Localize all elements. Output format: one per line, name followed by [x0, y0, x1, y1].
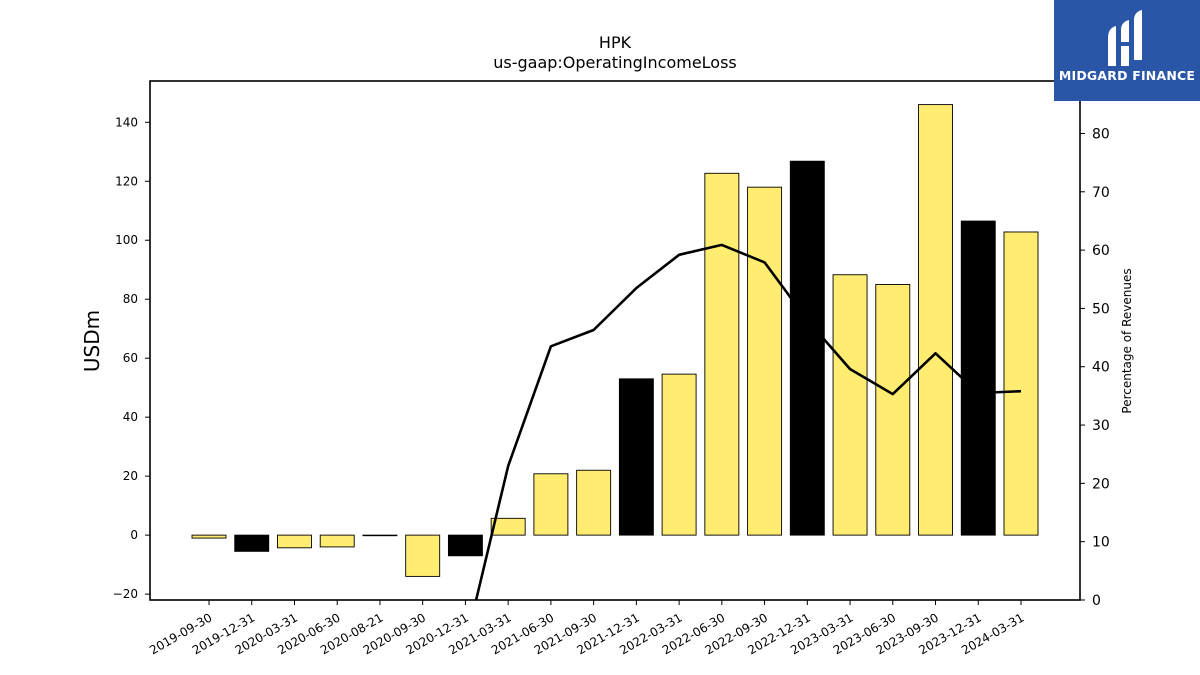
- bar-2020-06-30: [319, 534, 355, 548]
- bar-2024-03-31: [1003, 231, 1039, 536]
- bar-2019-09-30: [191, 534, 227, 539]
- bar-2022-12-31: [789, 160, 825, 536]
- right-tick-label: 20: [1092, 476, 1110, 492]
- chart-subtitle: us-gaap:OperatingIncomeLoss: [493, 53, 737, 72]
- right-tick-label: 70: [1092, 185, 1110, 201]
- right-tick-label: 50: [1092, 301, 1110, 317]
- percentage-line: [474, 243, 1022, 601]
- right-tick-label: 0: [1092, 593, 1101, 609]
- bar-2023-06-30: [875, 284, 911, 536]
- bars-group: [191, 104, 1039, 577]
- logo: MIDGARD FINANCE: [1054, 0, 1200, 101]
- left-tick-label: −20: [113, 587, 138, 601]
- chart-title: HPK: [599, 33, 632, 52]
- right-tick-label: 80: [1092, 126, 1110, 142]
- left-tick-label: 100: [115, 233, 138, 247]
- bar-2021-06-30: [533, 473, 569, 536]
- left-tick-label: 140: [115, 115, 138, 129]
- plot-frame: [149, 80, 1081, 601]
- bar-2023-03-31: [832, 274, 868, 536]
- bar-2021-12-31: [618, 378, 654, 536]
- bar-2022-09-30: [747, 186, 783, 536]
- logo-text: MIDGARD FINANCE: [1058, 68, 1196, 83]
- bar-2020-08-21: [362, 534, 398, 537]
- right-axis: 0 10 20 30 40 50 60 70 80: [1080, 126, 1110, 609]
- bar-2019-12-31: [234, 534, 270, 552]
- right-tick-label: 30: [1092, 418, 1110, 434]
- right-tick-label: 60: [1092, 243, 1110, 259]
- left-tick-label: 60: [123, 351, 138, 365]
- bar-2022-03-31: [661, 373, 697, 536]
- bar-2021-03-31: [490, 517, 526, 536]
- bar-2023-12-31: [960, 220, 996, 536]
- bar-2023-09-30: [918, 104, 953, 536]
- left-tick-label: 20: [123, 469, 138, 483]
- bar-2020-03-31: [277, 534, 312, 549]
- left-tick-label: 0: [130, 528, 138, 542]
- right-axis-label: Percentage of Revenues: [1120, 268, 1134, 413]
- bar-2022-06-30: [704, 172, 740, 536]
- left-tick-label: 40: [123, 410, 138, 424]
- x-axis: 2019-09-302019-12-312020-03-312020-06-30…: [147, 600, 1027, 657]
- bar-2020-12-31: [447, 534, 483, 557]
- left-tick-label: 120: [115, 174, 138, 188]
- line-group: [474, 243, 1022, 601]
- bar-2021-09-30: [576, 469, 612, 536]
- left-tick-label: 80: [123, 292, 138, 306]
- logo-mark-icon: [1108, 10, 1142, 66]
- y-axis-label: USDm: [80, 310, 104, 372]
- right-tick-label: 40: [1092, 360, 1110, 376]
- left-axis: −20 0 20 40 60 80 100 120 140: [113, 115, 150, 601]
- bar-2020-09-30: [405, 534, 441, 577]
- right-tick-label: 10: [1092, 535, 1110, 551]
